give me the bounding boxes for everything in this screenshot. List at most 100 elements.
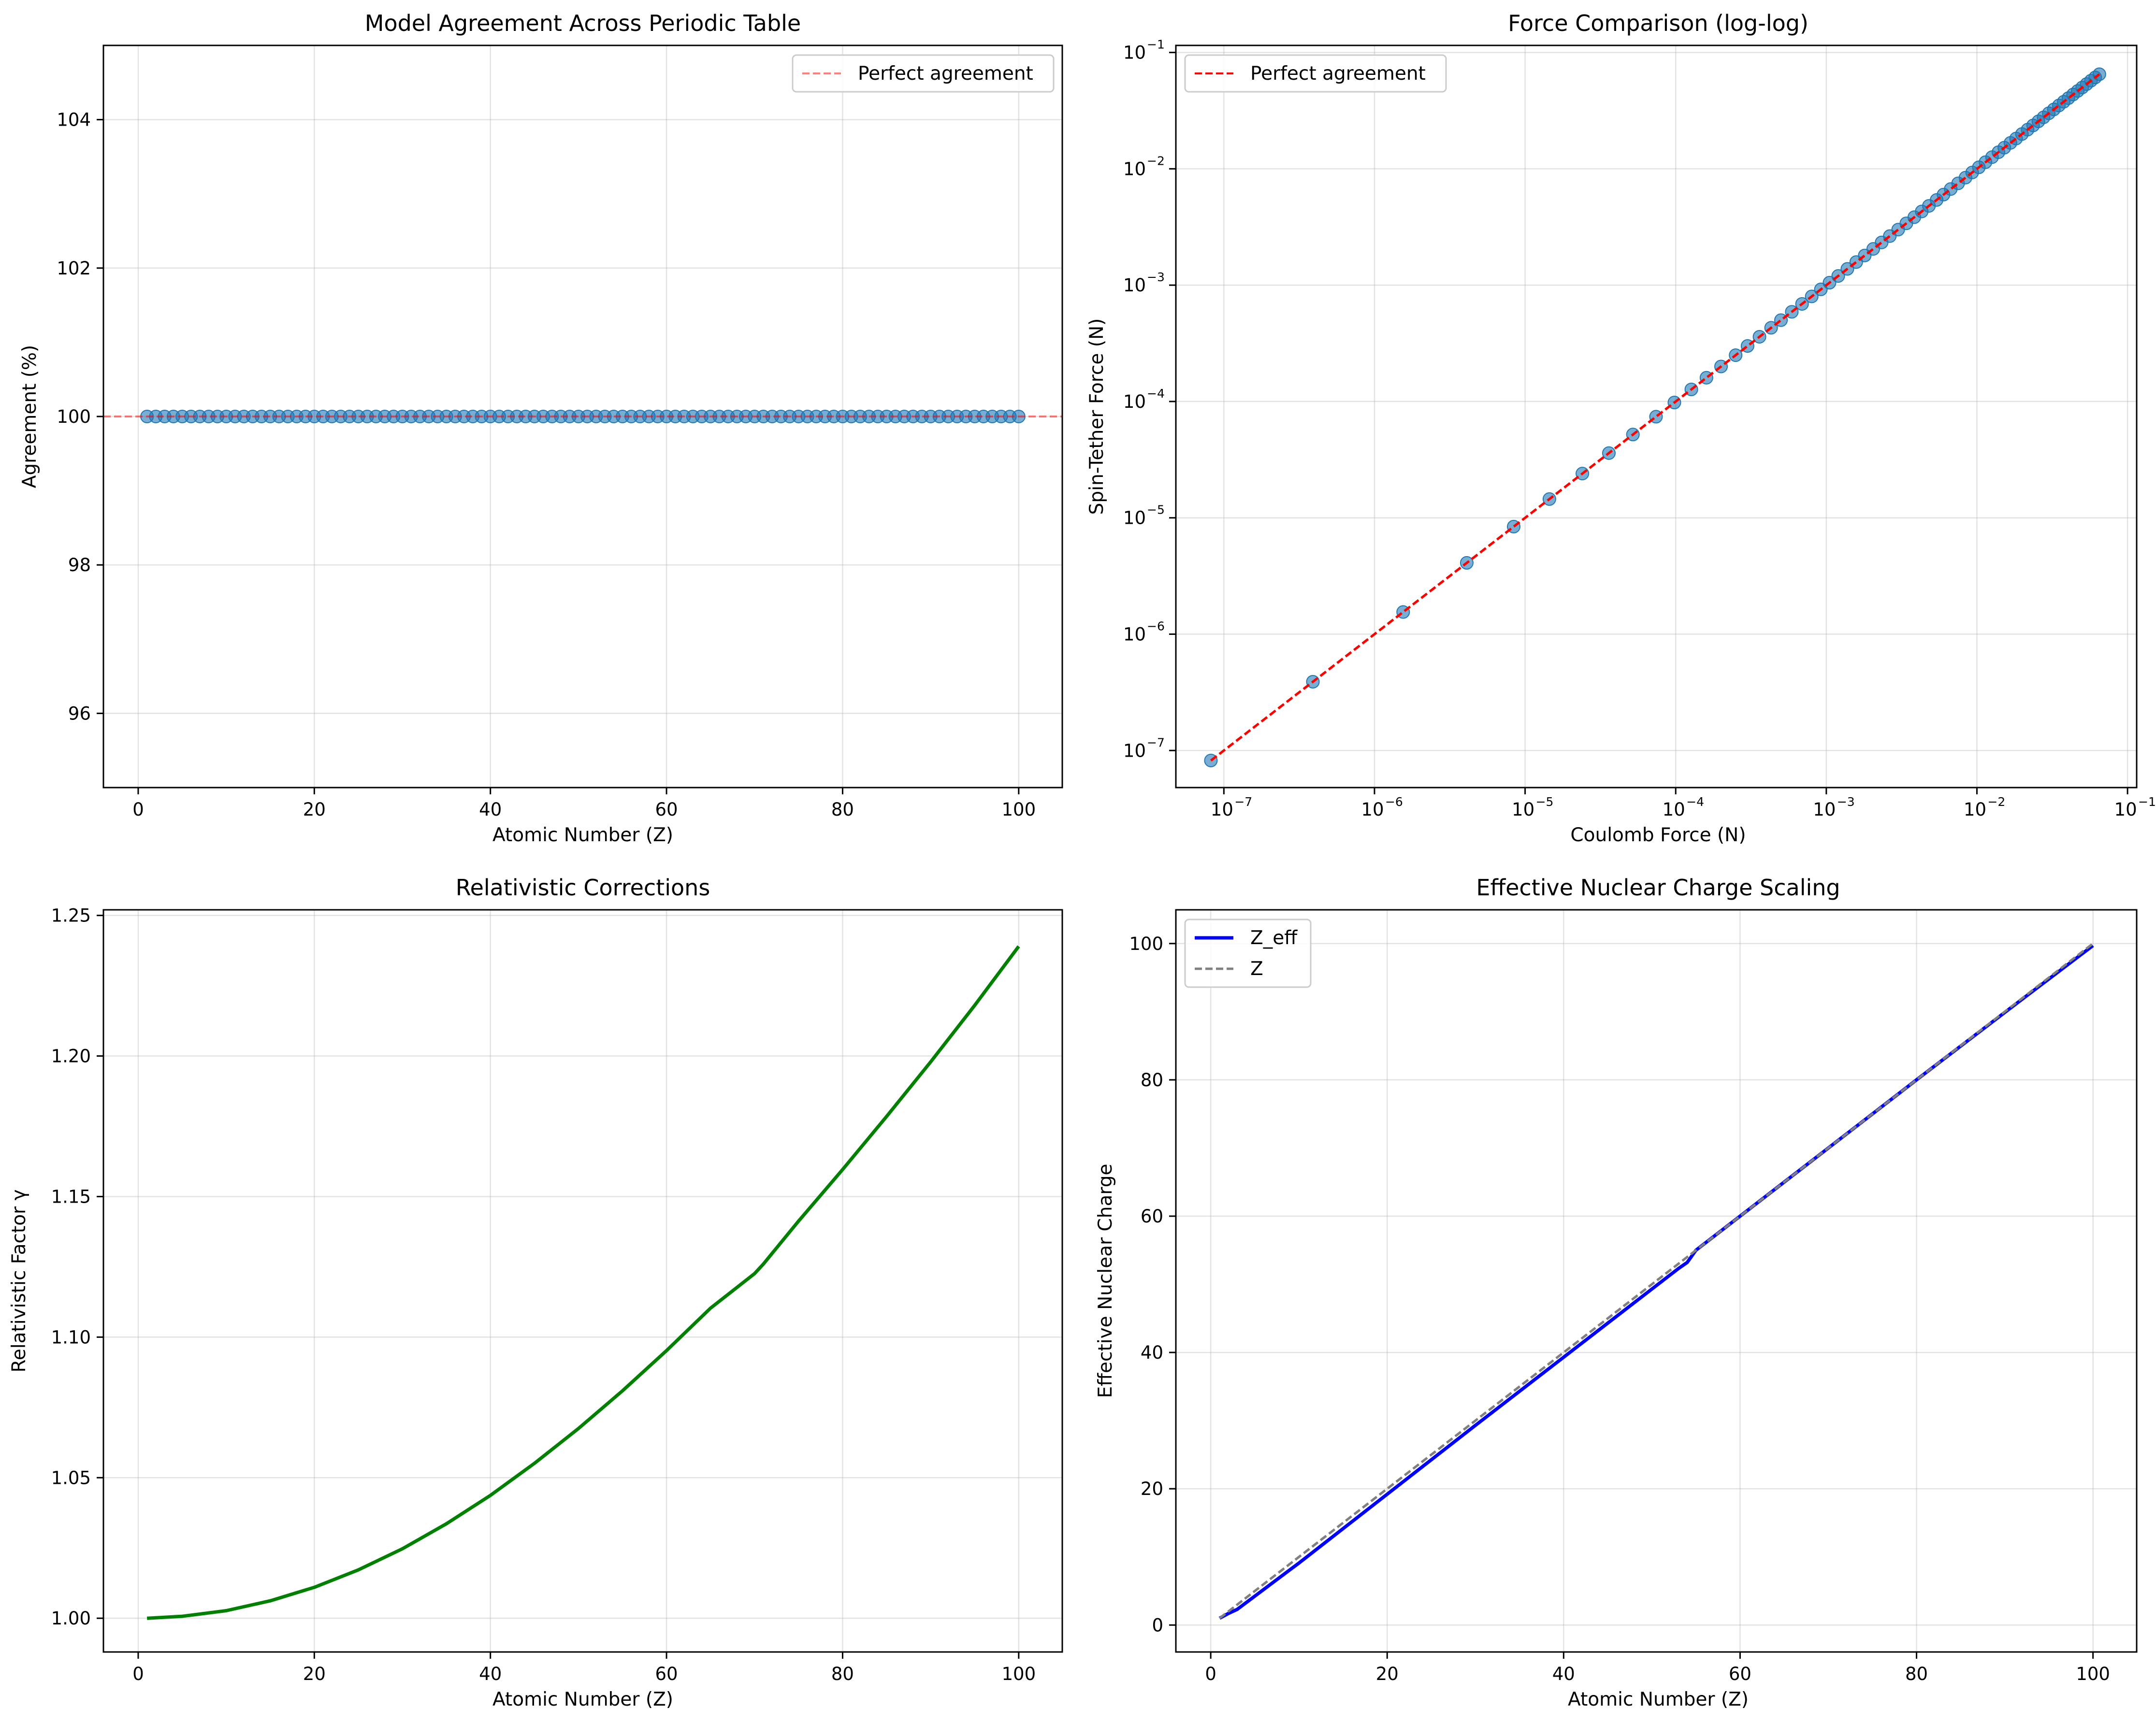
- x-tick-label: 10: [1512, 799, 1534, 820]
- x-tick-label: 100: [1002, 1664, 1036, 1684]
- x-tick-label: 60: [655, 1664, 678, 1684]
- y-tick-label: 10: [1123, 158, 1146, 179]
- x-axis-label: Coulomb Force (N): [1570, 824, 1746, 846]
- x-tick-label: 10: [1663, 799, 1685, 820]
- legend-frame: [792, 54, 1055, 93]
- data-marks: [1218, 942, 2094, 1620]
- x-tick-label: 100: [1002, 799, 1036, 820]
- x-tick-label: 40: [1552, 1664, 1575, 1684]
- legend-label-z-eff: Z_eff: [1250, 927, 1298, 949]
- x-tick-label: 10: [1813, 799, 1836, 820]
- series-line-z: [1218, 942, 2094, 1620]
- x-tick-label: 0: [132, 1664, 144, 1684]
- legend-label-perfect-agreement: Perfect agreement: [858, 63, 1033, 85]
- grid: [1176, 45, 2137, 788]
- panel-force-comparison: Force Comparison (log-log) 10 −7 10 −6 10 −5 1…: [1086, 10, 2156, 846]
- y-tick-label: 80: [1141, 1070, 1163, 1091]
- y-axis-label: Spin-Tether Force (N): [1086, 318, 1108, 515]
- x-tick-label: 0: [1205, 1664, 1216, 1684]
- grid: [103, 910, 1062, 1652]
- panel-title: Force Comparison (log-log): [1508, 10, 1809, 36]
- y-tick-label: 40: [1141, 1342, 1163, 1363]
- x-tick-label: 40: [479, 799, 502, 820]
- x-tick-exponent: −1: [2138, 795, 2156, 809]
- data-marks: [147, 945, 1020, 1620]
- y-axis-ticks: 1.00 1.05 1.10 1.15 1.20 1.25: [51, 905, 103, 1629]
- y-tick-label: 96: [68, 703, 91, 724]
- y-tick-label: 1.00: [51, 1608, 91, 1629]
- x-axis-ticks: 10 −7 10 −6 10 −5 10 −4 10 −3 10 −2 10 −1: [1211, 788, 2156, 820]
- x-tick-label: 20: [1376, 1664, 1399, 1684]
- x-axis-ticks: 0 20 40 60 80 100: [132, 1652, 1036, 1684]
- y-axis-label: Agreement (%): [19, 345, 41, 488]
- x-tick-exponent: −2: [1987, 795, 2005, 809]
- x-tick-exponent: −6: [1385, 795, 1403, 809]
- y-tick-label: 10: [1123, 43, 1146, 63]
- y-tick-exponent: −1: [1147, 38, 1165, 52]
- x-axis-label: Atomic Number (Z): [1568, 1689, 1749, 1710]
- series-line: [147, 945, 1020, 1620]
- y-tick-label: 20: [1141, 1479, 1163, 1499]
- y-tick-label: 1.20: [51, 1046, 91, 1067]
- legend-label-z: Z: [1250, 958, 1263, 980]
- panel-effective-nuclear-charge: Effective Nuclear Charge Scaling 0 20 40 60…: [1095, 875, 2138, 1710]
- plot-frame: [1175, 909, 2138, 1653]
- x-tick-label: 20: [303, 799, 326, 820]
- x-tick-exponent: −3: [1837, 795, 1855, 809]
- y-tick-label: 10: [1123, 391, 1146, 412]
- y-tick-exponent: −4: [1147, 387, 1165, 401]
- legend: Perfect agreement: [1184, 54, 1447, 93]
- series-line-perfect-agreement: [1210, 73, 2100, 761]
- y-tick-exponent: −3: [1147, 270, 1165, 284]
- x-tick-exponent: −7: [1234, 795, 1252, 809]
- y-tick-label: 104: [57, 110, 91, 130]
- y-tick-label: 100: [57, 406, 91, 427]
- y-tick-label: 100: [1129, 933, 1163, 954]
- x-tick-label: 80: [831, 1664, 854, 1684]
- y-axis-ticks: 96 98 100 102 104: [57, 110, 103, 724]
- x-axis-ticks: 0 20 40 60 80 100: [132, 788, 1036, 820]
- panel-relativistic-corrections: Relativistic Corrections 0 20 40 60 80 100 1.…: [8, 875, 1063, 1710]
- x-tick-label: 10: [1211, 799, 1233, 820]
- y-tick-label: 0: [1152, 1615, 1163, 1636]
- panel-title: Relativistic Corrections: [456, 875, 710, 901]
- y-tick-label: 10: [1123, 740, 1146, 761]
- x-tick-label: 10: [1361, 799, 1384, 820]
- y-tick-exponent: −5: [1147, 503, 1165, 517]
- plot-frame: [102, 909, 1063, 1653]
- panel-title: Effective Nuclear Charge Scaling: [1476, 875, 1840, 901]
- x-tick-label: 10: [1964, 799, 1986, 820]
- data-marks: [103, 410, 1062, 423]
- y-tick-label: 1.25: [51, 905, 91, 926]
- x-tick-label: 60: [655, 799, 678, 820]
- x-tick-exponent: −5: [1536, 795, 1554, 809]
- x-tick-label: 60: [1729, 1664, 1751, 1684]
- x-tick-label: 80: [831, 799, 854, 820]
- panel-title: Model Agreement Across Periodic Table: [365, 10, 801, 36]
- legend-label-perfect-agreement: Perfect agreement: [1250, 63, 1426, 85]
- y-tick-label: 10: [1123, 508, 1146, 529]
- y-tick-label: 1.15: [51, 1186, 91, 1207]
- y-tick-label: 1.10: [51, 1327, 91, 1348]
- y-axis-label: Relativistic Factor γ: [8, 1189, 30, 1372]
- y-tick-exponent: −7: [1147, 735, 1165, 749]
- data-marks: [1204, 67, 2106, 768]
- x-tick-label: 20: [303, 1664, 326, 1684]
- y-tick-label: 60: [1141, 1206, 1163, 1227]
- x-tick-label: 10: [2114, 799, 2137, 820]
- plot-frame: [1175, 44, 2138, 789]
- panel-model-agreement: Model Agreement Across Periodic Table 0 2…: [19, 10, 1063, 846]
- y-tick-exponent: −2: [1147, 154, 1165, 168]
- x-tick-label: 40: [479, 1664, 502, 1684]
- y-axis-ticks: 10−710−610−510−410−310−210−1: [1123, 38, 1176, 761]
- y-tick-label: 98: [68, 555, 91, 575]
- y-axis-ticks: 0 20 40 60 80 100: [1129, 933, 1176, 1636]
- x-tick-label: 0: [132, 799, 144, 820]
- x-axis-ticks: 0 20 40 60 80 100: [1205, 1652, 2110, 1684]
- x-axis-label: Atomic Number (Z): [492, 1689, 673, 1710]
- y-tick-exponent: −6: [1147, 619, 1165, 633]
- legend: Perfect agreement: [792, 54, 1055, 93]
- y-tick-label: 102: [57, 258, 91, 279]
